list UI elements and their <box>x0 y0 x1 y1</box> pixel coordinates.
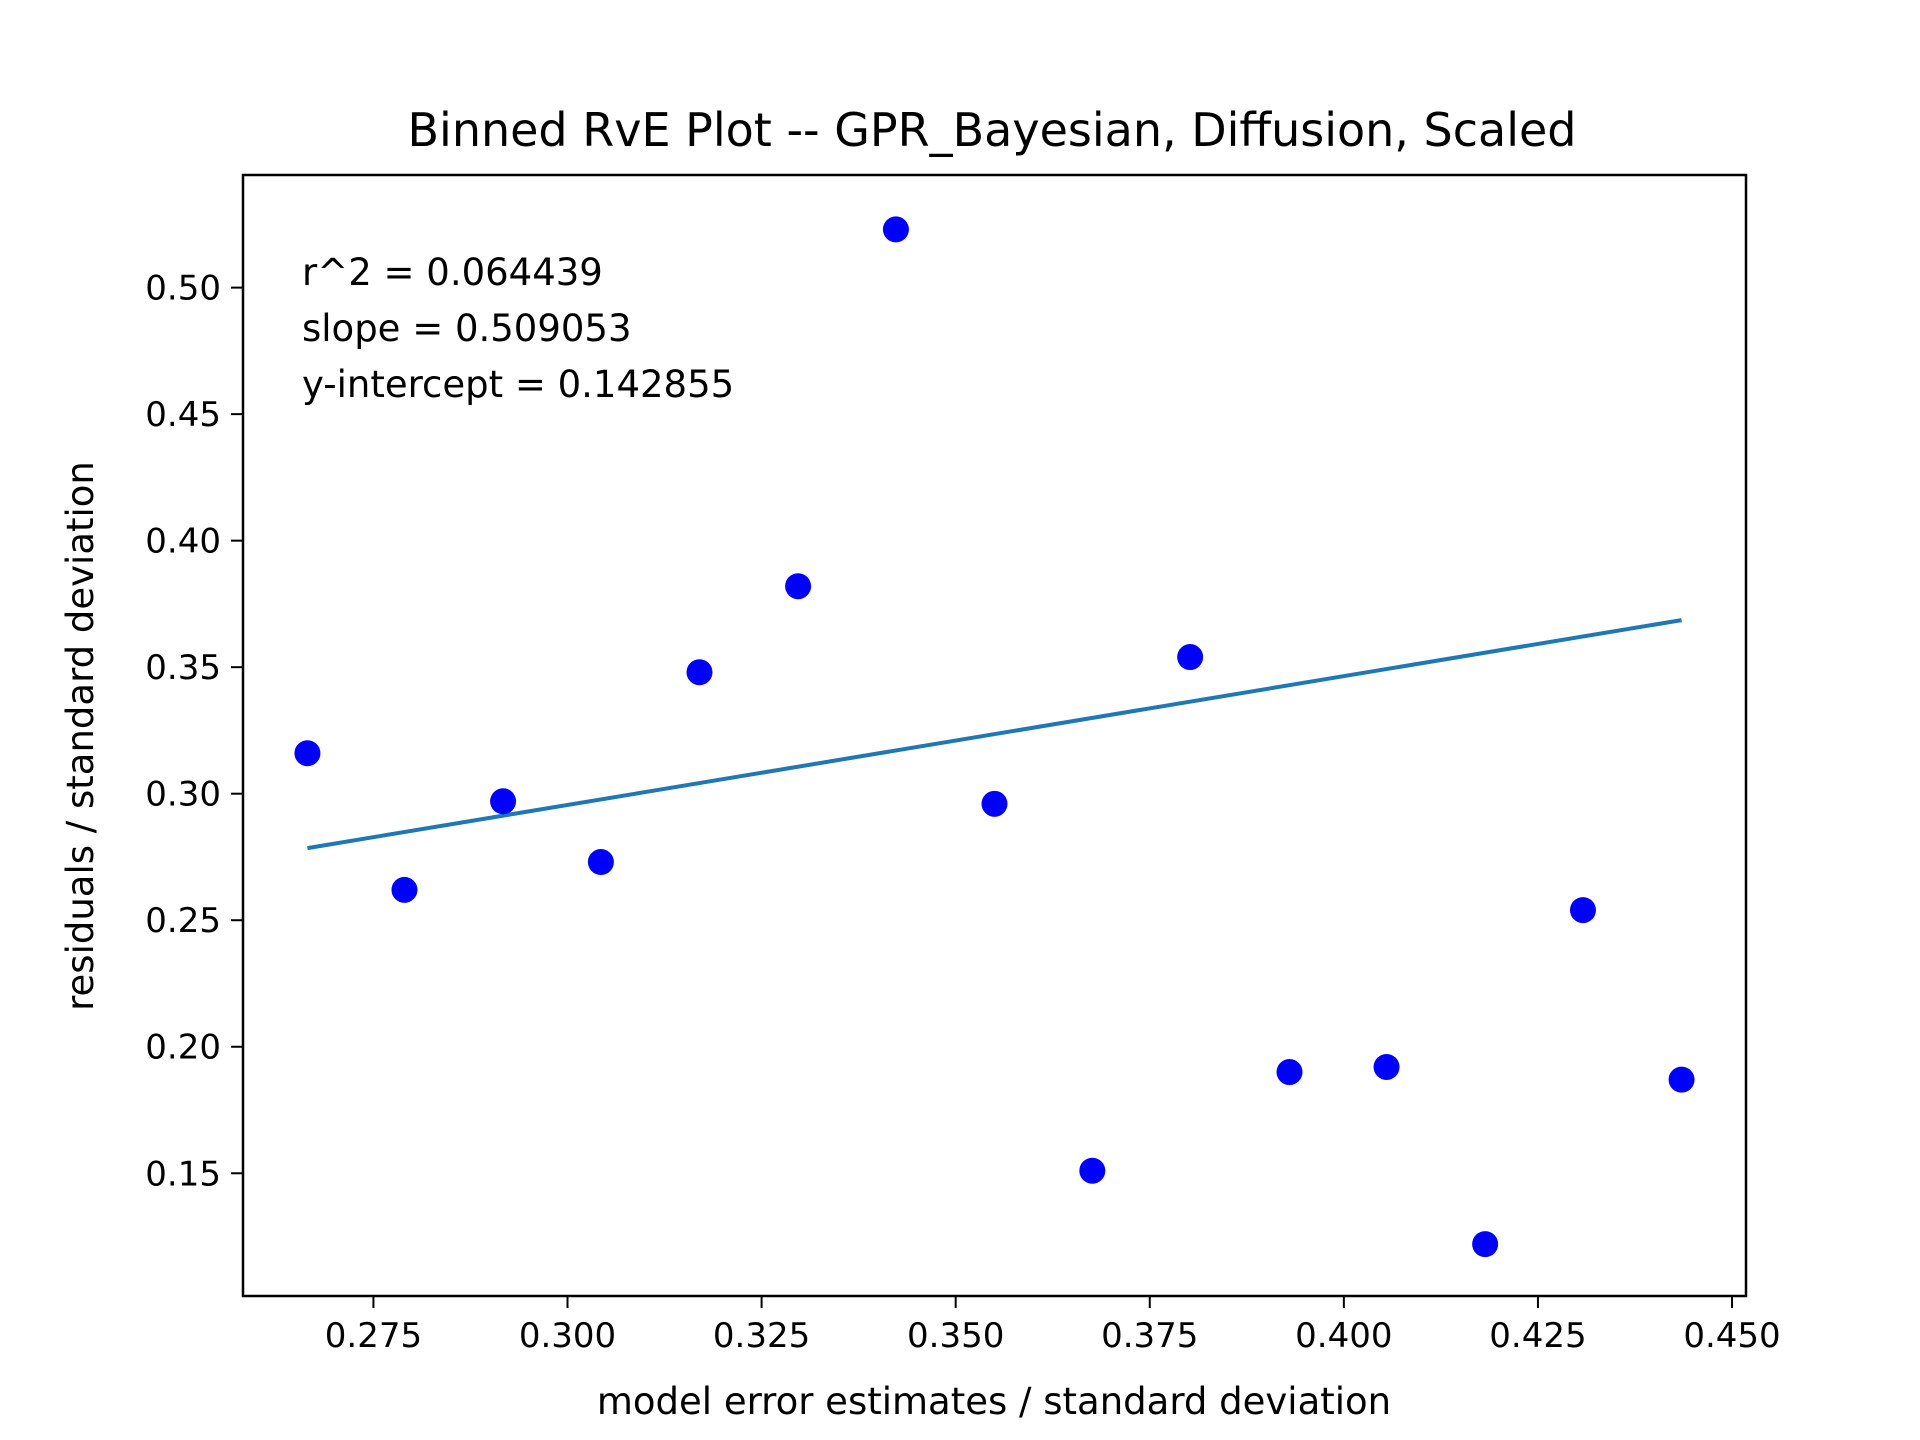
x-axis-label: model error estimates / standard deviati… <box>597 1380 1391 1423</box>
data-point <box>490 788 517 815</box>
x-tick-label: 0.450 <box>1683 1316 1780 1356</box>
x-tick-label: 0.350 <box>907 1316 1004 1356</box>
annotations: r^2 = 0.064439 slope = 0.509053 y-interc… <box>302 251 734 406</box>
data-point <box>1177 644 1204 671</box>
data-point <box>391 876 418 903</box>
plot-frame <box>241 173 1748 1298</box>
x-tick-label: 0.300 <box>519 1316 616 1356</box>
x-tick-label: 0.375 <box>1101 1316 1198 1356</box>
plot-area <box>241 173 1748 1298</box>
data-point <box>1373 1053 1400 1080</box>
y-tick-label: 0.50 <box>145 269 221 309</box>
y-tick-label: 0.35 <box>145 648 221 688</box>
data-point <box>882 216 909 243</box>
data-point <box>1668 1066 1695 1093</box>
y-tick-label: 0.40 <box>145 522 221 562</box>
annotation-r2: r^2 = 0.064439 <box>302 251 603 294</box>
y-tick-label: 0.20 <box>145 1028 221 1068</box>
data-point <box>686 659 713 686</box>
data-point <box>981 790 1008 817</box>
data-point <box>1472 1231 1499 1258</box>
x-tick-label: 0.425 <box>1489 1316 1586 1356</box>
x-tick-label: 0.325 <box>713 1316 810 1356</box>
x-axis-ticks: 0.275 0.300 0.325 0.350 0.375 0.400 0.425 0.450 <box>325 1296 1781 1356</box>
y-axis-label: residuals / standard deviation <box>59 461 102 1011</box>
fit-line-layer <box>307 618 1682 851</box>
data-point <box>1079 1157 1106 1184</box>
data-point <box>587 849 614 876</box>
points-layer <box>294 216 1695 1258</box>
fit-line <box>307 618 1682 851</box>
data-point <box>1276 1059 1303 1086</box>
x-tick-label: 0.275 <box>325 1316 422 1356</box>
data-point <box>294 740 321 767</box>
annotation-intercept: y-intercept = 0.142855 <box>302 363 734 406</box>
y-tick-label: 0.30 <box>145 775 221 815</box>
x-tick-label: 0.400 <box>1295 1316 1392 1356</box>
y-tick-label: 0.15 <box>145 1154 221 1194</box>
y-tick-label: 0.45 <box>145 395 221 435</box>
y-axis-ticks: 0.15 0.20 0.25 0.30 0.35 0.40 0.45 0.50 <box>145 269 243 1194</box>
y-tick-label: 0.25 <box>145 901 221 941</box>
data-point <box>1569 897 1596 924</box>
annotation-slope: slope = 0.509053 <box>302 307 632 350</box>
data-point <box>785 573 812 600</box>
chart-title: Binned RvE Plot -- GPR_Bayesian, Diffusi… <box>407 103 1576 157</box>
